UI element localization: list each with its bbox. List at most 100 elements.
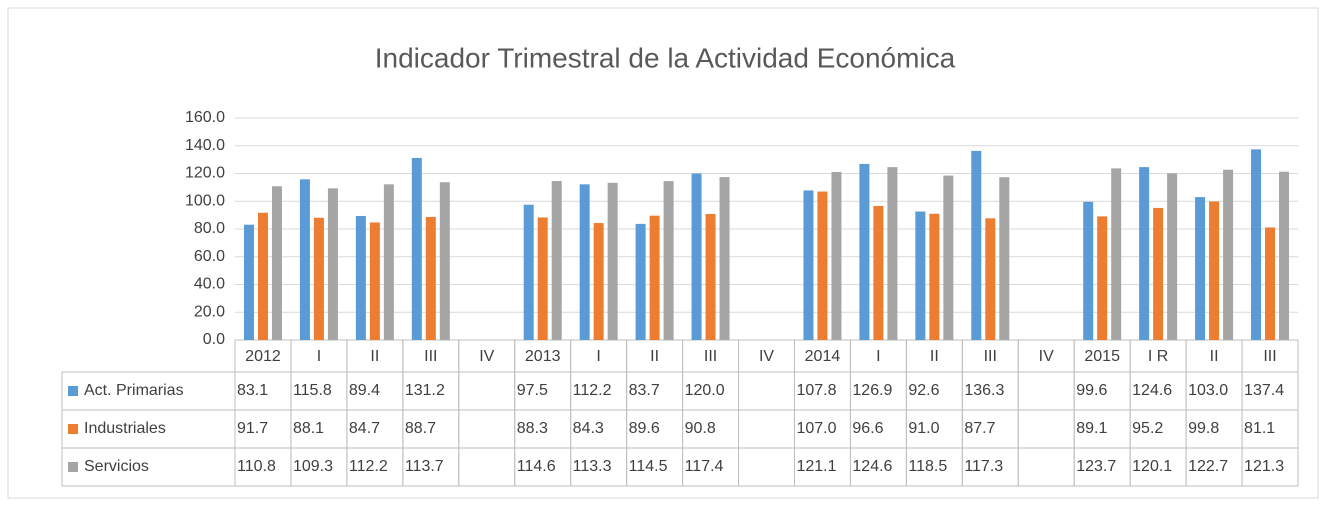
y-tick-label: 0.0 — [203, 331, 225, 348]
x-tick-label: IV — [479, 348, 494, 365]
x-tick-label: III — [984, 348, 997, 365]
x-tick-label: I — [876, 348, 880, 365]
table-value: 124.6 — [1132, 382, 1172, 399]
bar — [859, 163, 870, 340]
bar — [327, 188, 338, 340]
x-tick-label: 2013 — [525, 348, 561, 365]
table-value: 90.8 — [685, 420, 716, 437]
table-value: 114.5 — [629, 458, 668, 475]
bar — [635, 223, 646, 340]
x-tick-label: II — [930, 348, 939, 365]
y-tick-label: 140.0 — [185, 137, 225, 154]
bar — [1139, 167, 1150, 340]
x-tick-label: II — [370, 348, 379, 365]
y-tick-label: 160.0 — [185, 109, 225, 126]
table-value: 118.5 — [908, 458, 947, 475]
table-value: 81.1 — [1244, 420, 1275, 437]
bar — [1279, 171, 1290, 340]
table-value: 99.8 — [1188, 420, 1219, 437]
table-value: 120.0 — [685, 382, 725, 399]
table-value: 120.1 — [1132, 458, 1172, 475]
bar — [1111, 168, 1122, 340]
bar — [607, 182, 618, 340]
bar — [579, 184, 590, 340]
bar — [593, 223, 604, 340]
bar — [1265, 227, 1276, 340]
table-value: 88.1 — [293, 420, 324, 437]
y-tick-label: 60.0 — [194, 248, 225, 265]
bar — [985, 218, 996, 340]
table-value: 92.6 — [908, 382, 939, 399]
y-tick-label: 120.0 — [185, 165, 225, 182]
bar — [271, 186, 282, 340]
bar — [943, 175, 954, 340]
table-value: 137.4 — [1244, 382, 1284, 399]
bar — [649, 215, 660, 340]
bar — [873, 205, 884, 340]
table-value: 115.8 — [293, 382, 332, 399]
bar — [1153, 207, 1164, 340]
bar — [1097, 216, 1108, 340]
bar — [383, 184, 394, 340]
table-value: 99.6 — [1076, 382, 1107, 399]
table-value: 112.2 — [573, 382, 612, 399]
table-value: 107.8 — [796, 382, 836, 399]
bar — [915, 211, 926, 340]
table-value: 89.6 — [629, 420, 660, 437]
x-tick-label: III — [424, 348, 437, 365]
legend-label: Act. Primarias — [84, 382, 184, 399]
table-value: 83.7 — [629, 382, 660, 399]
table-value: 95.2 — [1132, 420, 1163, 437]
x-tick-label: 2015 — [1084, 348, 1120, 365]
bar — [705, 214, 716, 340]
bar — [887, 167, 898, 340]
bar — [537, 217, 548, 340]
table-value: 126.9 — [852, 382, 892, 399]
bar — [411, 157, 422, 340]
table-value: 91.0 — [908, 420, 939, 437]
bar — [355, 215, 366, 340]
chart-title: Indicador Trimestral de la Actividad Eco… — [375, 42, 956, 73]
x-tick-label: II — [1210, 348, 1219, 365]
legend-swatch — [68, 424, 78, 434]
x-tick-label: IV — [1039, 348, 1054, 365]
bar — [257, 212, 268, 340]
table-value: 136.3 — [964, 382, 1004, 399]
bar — [971, 150, 982, 340]
x-tick-label: 2014 — [805, 348, 841, 365]
legend-swatch — [68, 462, 78, 472]
table-value: 117.3 — [964, 458, 1003, 475]
x-tick-label: III — [1263, 348, 1276, 365]
table-value: 124.6 — [852, 458, 892, 475]
bar — [663, 181, 674, 340]
y-tick-label: 80.0 — [194, 220, 225, 237]
x-tick-label: IV — [759, 348, 774, 365]
table-value: 121.3 — [1244, 458, 1284, 475]
bar — [299, 179, 310, 340]
bar — [439, 182, 450, 340]
bar — [425, 216, 436, 340]
bar — [719, 177, 730, 340]
table-value: 121.1 — [796, 458, 836, 475]
bar — [1209, 201, 1220, 340]
table-value: 89.4 — [349, 382, 380, 399]
table-value: 87.7 — [964, 420, 995, 437]
x-tick-label: I — [317, 348, 321, 365]
table-cell — [1241, 447, 1299, 487]
bar — [313, 217, 324, 340]
table-value: 84.7 — [349, 420, 380, 437]
table-value: 88.7 — [405, 420, 436, 437]
y-tick-label: 100.0 — [185, 192, 225, 209]
bar — [803, 190, 814, 340]
table-value: 117.4 — [685, 458, 724, 475]
bar — [999, 177, 1010, 340]
table-value: 109.3 — [293, 458, 333, 475]
table-value: 83.1 — [237, 382, 268, 399]
table-value: 113.3 — [573, 458, 612, 475]
bar — [523, 204, 534, 340]
bar — [369, 222, 380, 340]
bar — [1251, 149, 1262, 340]
table-value: 123.7 — [1076, 458, 1116, 475]
x-tick-label: I — [596, 348, 600, 365]
